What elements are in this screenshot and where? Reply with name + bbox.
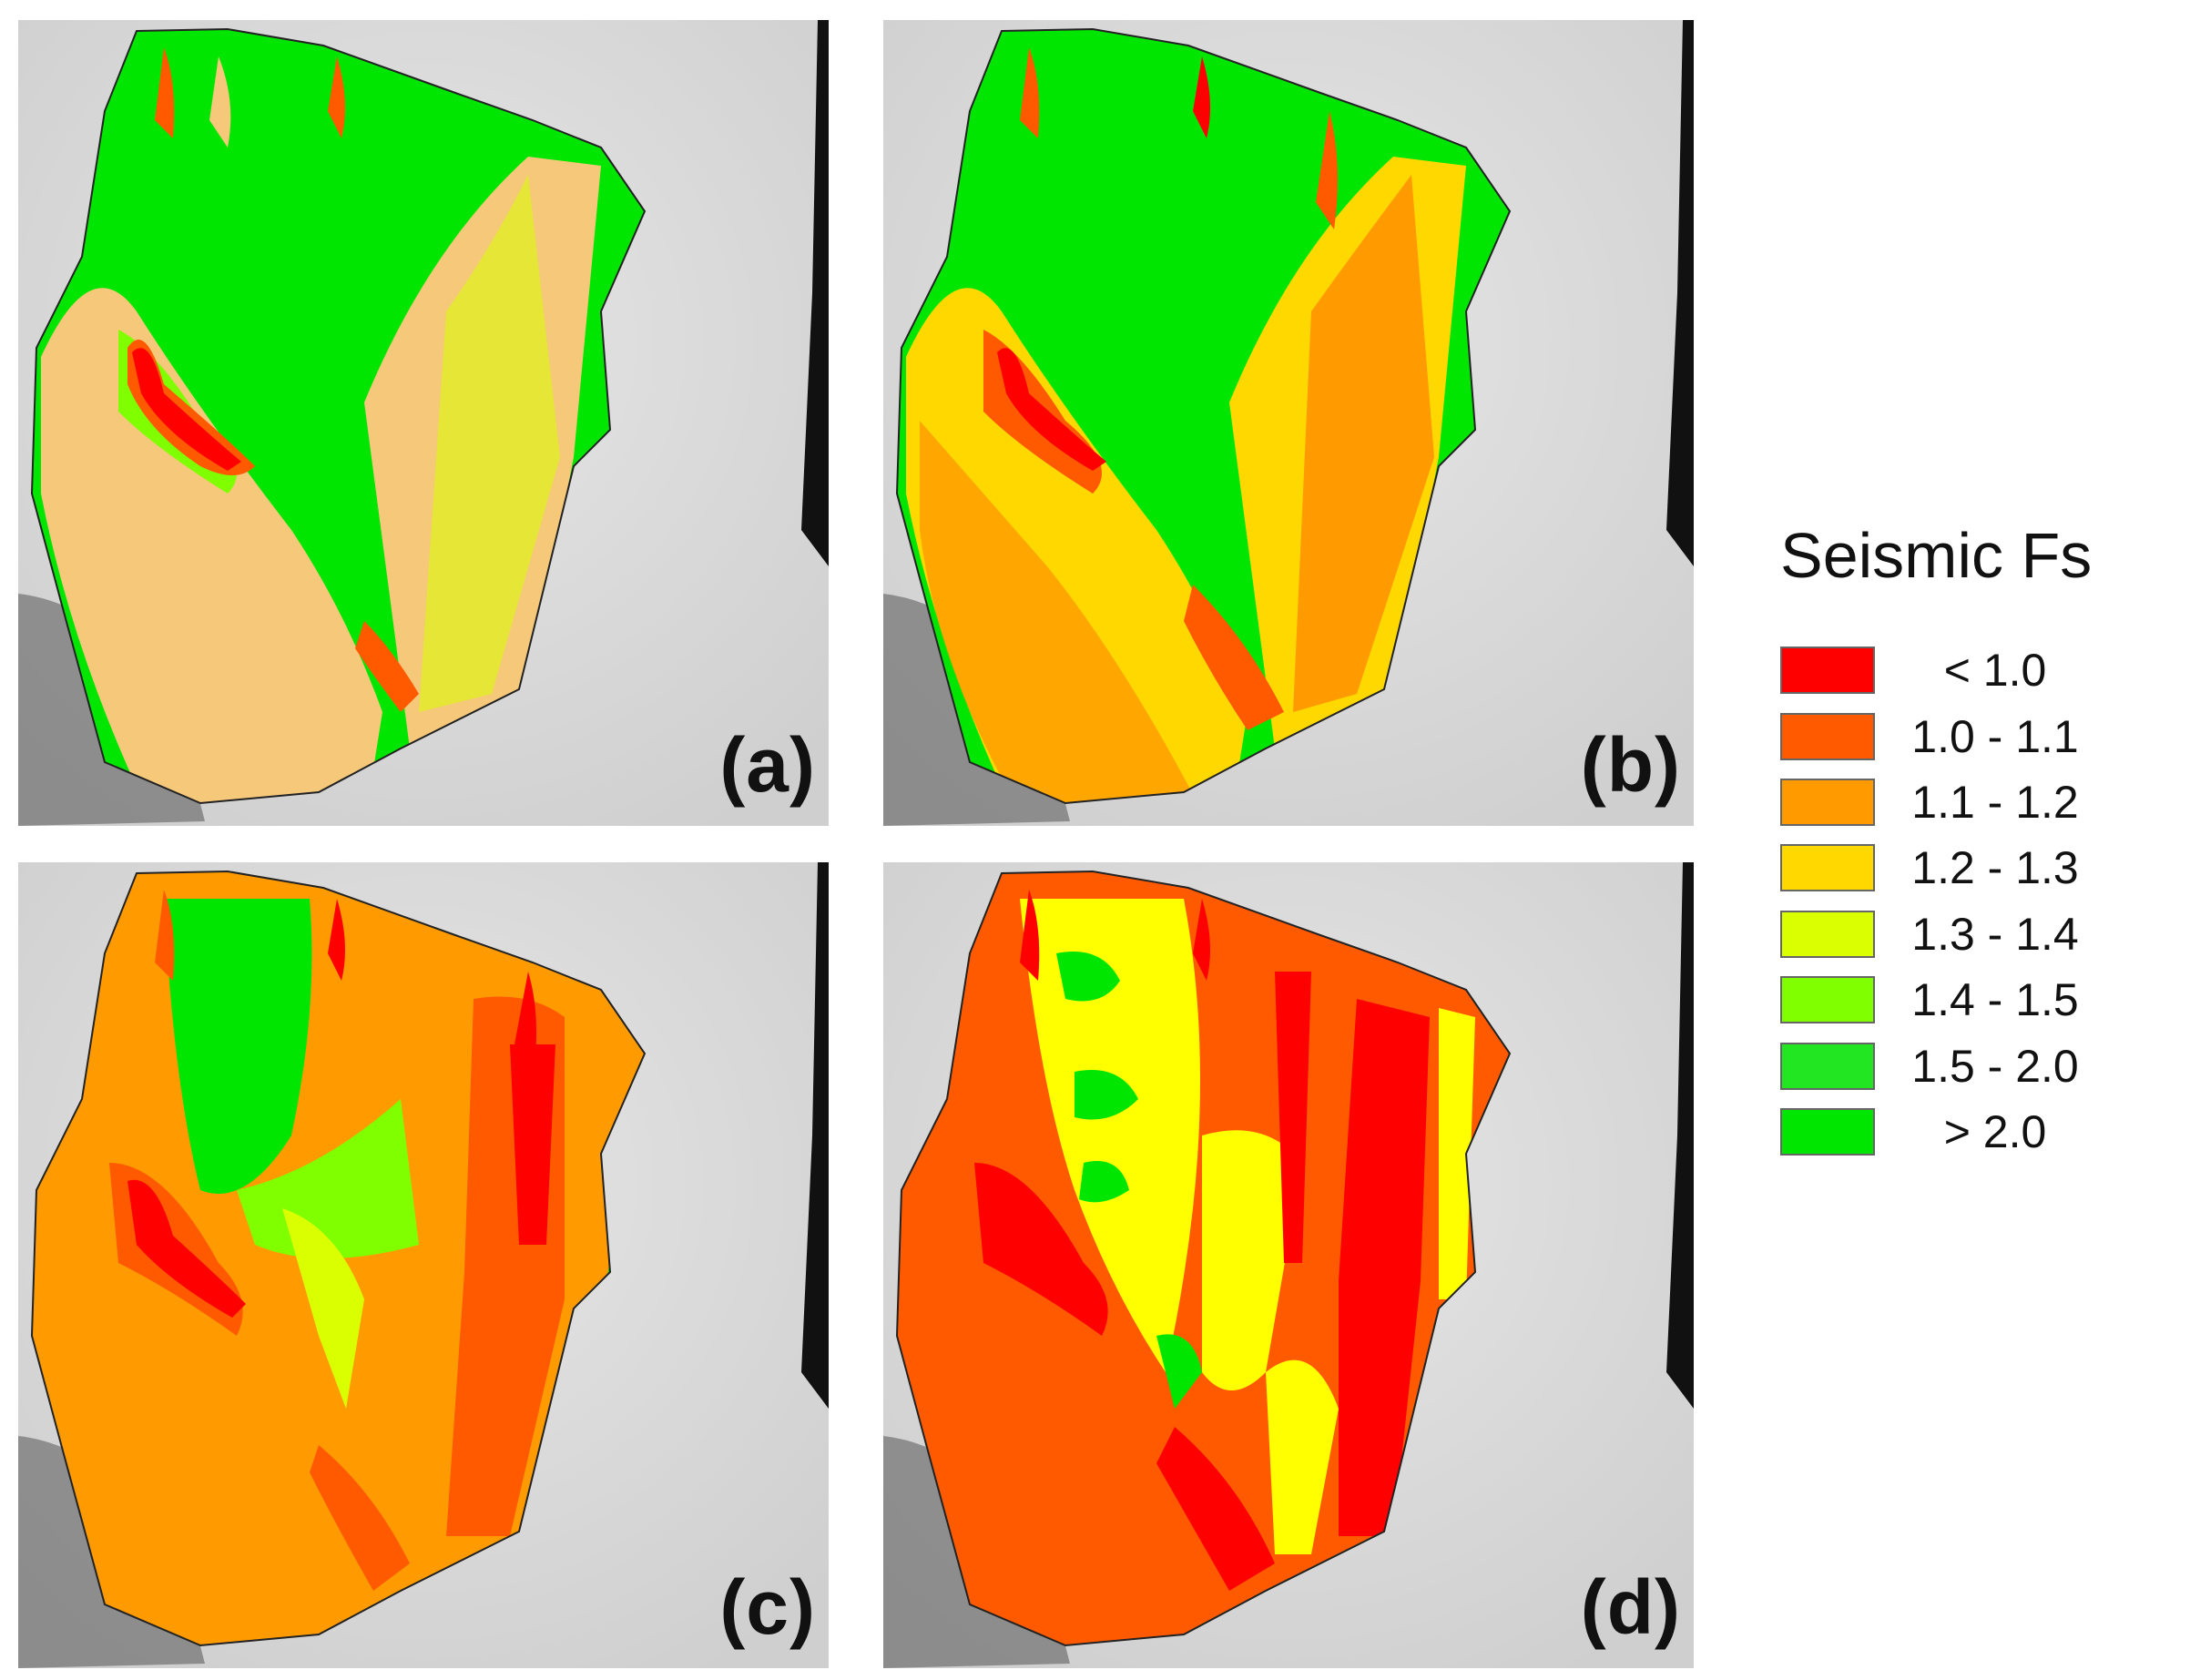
study-area-boundary (895, 27, 1512, 805)
map-panel-a: (a) (18, 20, 829, 826)
study-area-boundary (30, 870, 647, 1647)
legend-item: 1.1 - 1.2 (1780, 769, 2181, 835)
legend-label: 1.5 - 2.0 (1911, 1040, 2079, 1092)
legend-item: 1.2 - 1.3 (1780, 835, 2181, 901)
terrain-shadow-right (801, 20, 829, 566)
study-area-boundary (30, 27, 647, 805)
hillshade-map-d (883, 862, 1694, 1668)
legend-swatch (1780, 778, 1875, 826)
legend-label: > 2.0 (1943, 1105, 2047, 1157)
terrain-shadow-right (801, 862, 829, 1409)
legend-title: Seismic Fs (1780, 520, 2093, 591)
legend-label: 1.0 - 1.1 (1911, 710, 2079, 762)
legend-item: > 2.0 (1780, 1099, 2181, 1165)
legend-swatch (1780, 1042, 1875, 1090)
legend-item: 1.3 - 1.4 (1780, 901, 2181, 967)
legend-swatch (1780, 844, 1875, 892)
legend-label: 1.3 - 1.4 (1911, 908, 2079, 960)
fs-raster-b (897, 29, 1510, 803)
map-panel-c: (c) (18, 862, 829, 1668)
legend-label: < 1.0 (1943, 645, 2047, 697)
legend-swatch (1780, 1107, 1875, 1156)
legend-item: < 1.0 (1780, 637, 2181, 703)
legend-item: 1.4 - 1.5 (1780, 967, 2181, 1033)
panel-label-d: (d) (1580, 1564, 1681, 1650)
map-panel-b: (b) (883, 20, 1694, 826)
legend-item: 1.5 - 2.0 (1780, 1033, 2181, 1098)
legend-label: 1.4 - 1.5 (1911, 974, 2079, 1026)
panel-label-c: (c) (719, 1564, 816, 1650)
hillshade-map-c (18, 862, 829, 1668)
legend-label: 1.2 - 1.3 (1911, 842, 2079, 894)
map-panel-d: (d) (883, 862, 1694, 1668)
legend-item: 1.0 - 1.1 (1780, 703, 2181, 769)
legend: Seismic Fs < 1.0 1.0 - 1.1 1.1 - 1.2 1.2 - … (1780, 519, 2181, 1165)
legend-label: 1.1 - 1.2 (1911, 776, 2079, 828)
legend-swatch (1780, 712, 1875, 760)
hillshade-map-a (18, 20, 829, 826)
legend-swatch (1780, 976, 1875, 1024)
terrain-shadow-right (1666, 20, 1694, 566)
panel-label-b: (b) (1580, 722, 1681, 808)
study-area-boundary (895, 870, 1512, 1647)
terrain-shadow-right (1666, 862, 1694, 1409)
legend-swatch (1780, 910, 1875, 958)
hillshade-map-b (883, 20, 1694, 826)
legend-rows: < 1.0 1.0 - 1.1 1.1 - 1.2 1.2 - 1.3 1.3 - 1.… (1780, 637, 2181, 1165)
legend-swatch (1780, 647, 1875, 695)
panel-label-a: (a) (719, 722, 816, 808)
